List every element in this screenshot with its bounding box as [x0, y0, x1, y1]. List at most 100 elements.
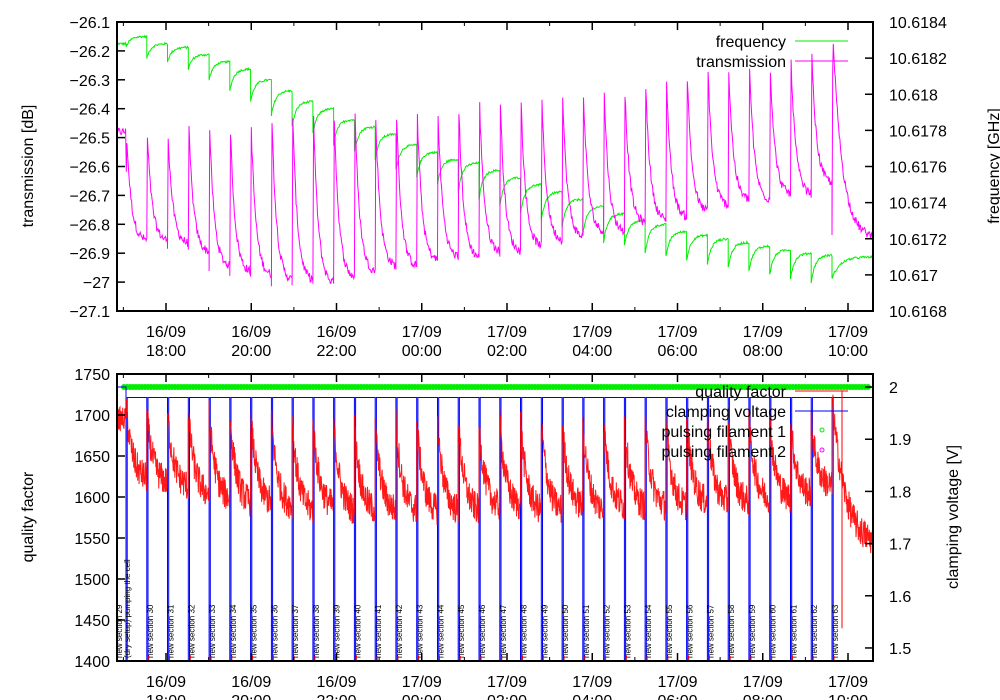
top-y-tick-label: −26.1	[70, 15, 111, 32]
section-annotation: new section 60	[769, 604, 778, 658]
section-annotation: new section 36	[270, 604, 279, 658]
top-x-tick-time: 00:00	[402, 343, 442, 360]
top-x-tick-date: 17/09	[657, 324, 697, 341]
section-annotation: new section 46	[478, 604, 487, 658]
top-y2-tick-label: 10.6182	[889, 51, 947, 68]
bottom-y2-tick-label: 2	[889, 380, 898, 397]
frequency-series-line	[116, 34, 874, 284]
section-annotation: new section 29	[115, 604, 124, 658]
bottom-x-tick-time: 22:00	[316, 693, 356, 700]
bottom-x-tick-date: 16/09	[316, 674, 356, 691]
section-annotation: new section 37	[291, 604, 300, 658]
section-annotation: new section 43	[416, 604, 425, 658]
top-y2-tick-label: 10.6174	[889, 196, 947, 213]
top-right-axis-title: frequency [GHz]	[986, 108, 1000, 224]
section-annotation: new section 30	[146, 604, 155, 658]
section-annotation: new section 32	[187, 604, 196, 658]
bottom-x-tick-time: 10:00	[828, 693, 868, 700]
section-annotation: new section 63	[831, 604, 840, 658]
bottom-y-tick-label: 1700	[74, 408, 110, 425]
bottom-x-tick-date: 16/09	[231, 674, 271, 691]
bottom-x-tick-date: 17/09	[657, 674, 697, 691]
bottom-legend: quality factor clamping voltage pulsing …	[661, 384, 848, 461]
top-x-tick-date: 17/09	[828, 324, 868, 341]
section-annotation: new section 50	[561, 604, 570, 658]
section-annotation: new section 44	[436, 604, 445, 658]
top-y-tick-label: −26.4	[70, 102, 111, 119]
bottom-x-tick-date: 17/09	[487, 674, 527, 691]
bottom-x-tick-time: 20:00	[231, 693, 271, 700]
top-y2-tick-label: 10.6176	[889, 160, 947, 177]
bottom-x-tick-time: 00:00	[402, 693, 442, 700]
top-x-tick-date: 17/09	[743, 324, 783, 341]
bottom-y2-tick-label: 1.6	[889, 589, 911, 606]
bottom-x-tick-date: 17/09	[743, 674, 783, 691]
top-x-tick-time: 04:00	[572, 343, 612, 360]
bottom-y-tick-label: 1600	[74, 490, 110, 507]
section-annotation: new section 57	[706, 604, 715, 658]
bottom-x-tick-date: 16/09	[146, 674, 186, 691]
top-x-tick-date: 16/09	[316, 324, 356, 341]
top-x-tick-time: 02:00	[487, 343, 527, 360]
top-x-tick-date: 16/09	[146, 324, 186, 341]
section-annotation: new section 31	[167, 604, 176, 658]
top-y-tick-label: −26.2	[70, 44, 111, 61]
bottom-y2-tick-label: 1.9	[889, 432, 911, 449]
section-annotation: new section 53	[623, 604, 632, 658]
top-legend: frequency transmission	[696, 34, 848, 71]
bottom-y-tick-label: 1550	[74, 531, 110, 548]
top-y2-tick-label: 10.6172	[889, 232, 947, 249]
bottom-x-tick-time: 18:00	[146, 693, 186, 700]
top-x-tick-date: 17/09	[402, 324, 442, 341]
section-annotation: new section 35	[250, 604, 259, 658]
top-x-tick-date: 17/09	[487, 324, 527, 341]
section-annotation: new section 42	[395, 604, 404, 658]
top-x-tick-time: 06:00	[657, 343, 697, 360]
top-y2-tick-label: 10.6178	[889, 123, 947, 140]
bottom-y2-tick-label: 1.7	[889, 537, 911, 554]
bottom-x-tick-time: 02:00	[487, 693, 527, 700]
bottom-y-tick-label: 1450	[74, 613, 110, 630]
transmission-series-line	[116, 43, 874, 287]
bottom-y-tick-label: 1750	[74, 367, 110, 384]
top-y-tick-label: −26.5	[70, 131, 111, 148]
section-annotation: new section 48	[520, 604, 529, 658]
top-traces	[116, 34, 874, 287]
legend-transmission-label: transmission	[696, 54, 786, 71]
top-y-tick-label: −27	[83, 275, 110, 292]
bottom-left-axis-title: quality factor	[20, 471, 37, 562]
bottom-right-axis-title: clamping voltage [V]	[945, 445, 962, 589]
top-y2-tick-label: 10.6168	[889, 304, 947, 321]
top-x-tick-time: 18:00	[146, 343, 186, 360]
top-x-tick-time: 20:00	[231, 343, 271, 360]
bottom-x-tick-date: 17/09	[828, 674, 868, 691]
section-annotation: new section 51	[582, 604, 591, 658]
section-annotation: new section 45	[457, 604, 466, 658]
bottom-traces: new section 29 (dry setup) pumping the ce…	[115, 384, 874, 662]
bottom-y2-tick-label: 1.5	[889, 641, 911, 658]
legend-filament1-label: pulsing filament 1	[661, 424, 786, 441]
section-annotation: new section 49	[540, 604, 549, 658]
top-panel: 16/09 18:00 16/09 20:00 16/09 22:00 17/09 00:00…	[20, 15, 1000, 360]
bottom-x-tick-date: 17/09	[402, 674, 442, 691]
legend-filament1-marker	[819, 427, 825, 433]
top-y-tick-label: −26.8	[70, 217, 111, 234]
section-annotation: new section 40	[353, 604, 362, 658]
section-annotation: new section 61	[789, 604, 798, 658]
legend-quality-factor-label: quality factor	[695, 384, 786, 401]
top-x-tick-time: 22:00	[316, 343, 356, 360]
bottom-ticks: 16/09 18:00 16/09 20:00 16/09 22:00 17/09 00:00…	[74, 367, 911, 700]
section-annotation: new section 47	[499, 604, 508, 658]
section-annotation: new section 56	[686, 604, 695, 658]
section-annotation: new section 52	[603, 604, 612, 658]
section-annotation: new section 38	[312, 604, 321, 658]
top-left-axis-title: transmission [dB]	[20, 105, 37, 228]
top-y-tick-label: −27.1	[70, 304, 111, 321]
legend-clamping-voltage-label: clamping voltage	[666, 404, 786, 421]
top-y-tick-label: −26.7	[70, 188, 111, 205]
section-annotation: new section 39	[333, 604, 342, 658]
legend-filament2-marker	[819, 447, 825, 453]
pumping-annotation: (dry setup) pumping the cell	[123, 559, 132, 658]
bottom-plot-frame	[116, 373, 874, 662]
section-annotation: new section 33	[208, 604, 217, 658]
